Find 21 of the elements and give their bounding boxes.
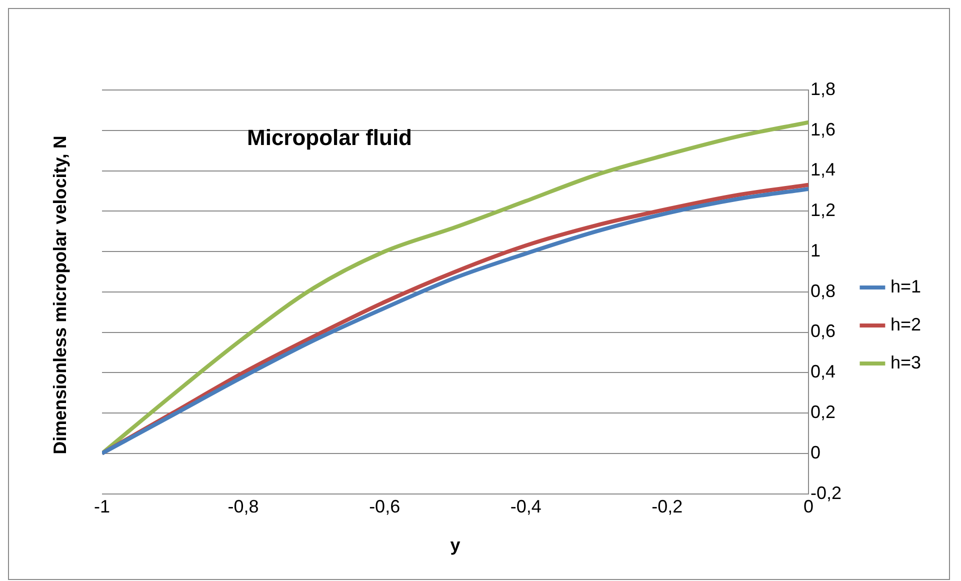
y-tick-label: 0,6 bbox=[810, 321, 836, 342]
y-tick-label: 1,6 bbox=[810, 119, 836, 140]
x-axis-title: y bbox=[450, 535, 460, 556]
legend-label: h=3 bbox=[890, 352, 922, 372]
x-tick-label: -0,2 bbox=[652, 496, 683, 517]
y-tick-label: 1 bbox=[810, 240, 820, 260]
y-tick-label: 0,4 bbox=[810, 362, 836, 382]
x-tick-label: -0,8 bbox=[228, 496, 259, 517]
legend-label: h=2 bbox=[890, 314, 922, 334]
y-tick-label: 1,4 bbox=[810, 160, 836, 180]
legend-label: h=1 bbox=[890, 276, 922, 296]
x-tick-label: -1 bbox=[94, 496, 110, 517]
y-tick-label: 0,2 bbox=[810, 402, 836, 422]
y-tick-label: 1,8 bbox=[810, 78, 836, 99]
y-tick-label: 0,8 bbox=[810, 280, 836, 301]
text: Micropolar fluid bbox=[247, 125, 412, 150]
y-axis-title: Dimensionless micropolar velocity, N bbox=[49, 135, 71, 455]
x-tick-label: -0,6 bbox=[369, 496, 400, 517]
y-tick-label: 1,2 bbox=[810, 200, 836, 220]
x-tick-label: -0,4 bbox=[510, 496, 542, 517]
y-tick-label: 0 bbox=[810, 442, 820, 462]
